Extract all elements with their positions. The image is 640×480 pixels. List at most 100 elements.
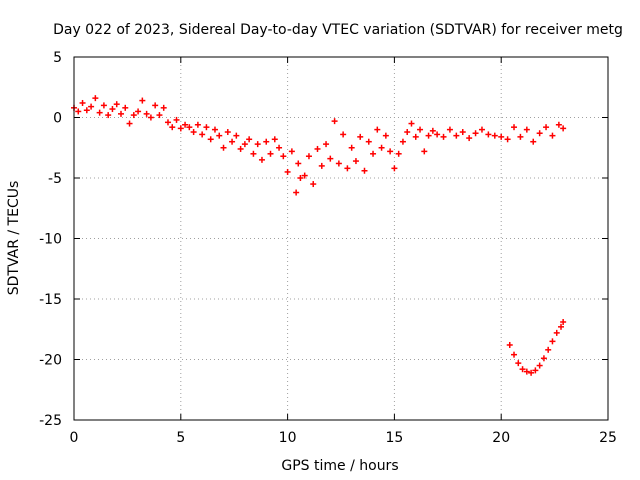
data-point (139, 97, 146, 104)
data-point (79, 99, 86, 106)
data-point (295, 160, 302, 167)
data-point (207, 136, 214, 143)
data-point (113, 101, 120, 108)
data-point (276, 144, 283, 151)
data-point (246, 136, 253, 143)
data-point (523, 368, 530, 375)
data-point (211, 126, 218, 133)
data-point (105, 112, 112, 119)
data-point (528, 369, 535, 376)
data-point (100, 102, 107, 109)
data-point (519, 366, 526, 373)
data-point (75, 108, 82, 115)
data-point (374, 126, 381, 133)
data-points (71, 95, 567, 376)
data-point (143, 110, 150, 117)
data-point (237, 145, 244, 152)
data-point (169, 124, 176, 131)
data-point (271, 136, 278, 143)
data-point (504, 136, 511, 143)
data-point (391, 165, 398, 172)
data-point (327, 155, 334, 162)
data-point (173, 116, 180, 123)
x-axis-label: GPS time / hours (281, 458, 398, 474)
data-point (203, 124, 210, 131)
data-point (459, 129, 466, 136)
data-point (540, 355, 547, 362)
data-point (478, 126, 485, 133)
data-point (549, 338, 556, 345)
data-point (263, 138, 270, 145)
axis-ticks: 0 5 10 15 20 25 5 0 -5 -10 -15 -20 -25 (39, 50, 617, 446)
y-tick-label: 5 (53, 50, 62, 66)
data-point (301, 172, 308, 179)
data-point (164, 119, 171, 126)
data-point (267, 150, 274, 157)
data-point (335, 160, 342, 167)
data-point (536, 362, 543, 369)
data-point (530, 138, 537, 145)
data-point (348, 144, 355, 151)
data-point (241, 141, 248, 148)
data-point (258, 156, 265, 163)
x-tick-label: 15 (385, 430, 403, 446)
y-tick-label: -15 (39, 292, 62, 308)
data-point (293, 189, 300, 196)
data-point (453, 132, 460, 139)
data-point (545, 346, 552, 353)
data-point (536, 130, 543, 137)
data-point (122, 104, 129, 111)
data-point (109, 106, 116, 113)
x-tick-label: 20 (492, 430, 510, 446)
data-point (370, 150, 377, 157)
data-point (310, 181, 317, 188)
data-point (417, 126, 424, 133)
data-point (88, 103, 95, 110)
data-point (156, 112, 163, 119)
x-tick-label: 10 (279, 430, 297, 446)
data-point (186, 124, 193, 131)
data-point (126, 120, 133, 127)
data-point (558, 323, 565, 330)
y-tick-label: -10 (39, 232, 62, 248)
data-point (314, 145, 321, 152)
y-tick-label: -25 (39, 413, 62, 429)
data-point (382, 132, 389, 139)
chart-title: Day 022 of 2023, Sidereal Day-to-day VTE… (53, 22, 623, 38)
data-point (220, 144, 227, 151)
data-point (412, 133, 419, 140)
data-point (135, 108, 142, 115)
y-axis-label: SDTVAR / TECUs (6, 181, 22, 296)
y-tick-label: 0 (53, 111, 62, 127)
data-point (511, 124, 518, 131)
data-point (515, 360, 522, 367)
grid-lines (74, 57, 608, 420)
data-point (224, 129, 231, 136)
x-tick-label: 25 (599, 430, 617, 446)
data-point (357, 133, 364, 140)
data-point (177, 125, 184, 132)
data-point (340, 131, 347, 138)
data-point (199, 131, 206, 138)
data-point (284, 168, 291, 175)
data-point (543, 124, 550, 131)
data-point (194, 121, 201, 128)
data-point (491, 132, 498, 139)
data-point (361, 167, 368, 174)
data-point (466, 135, 473, 142)
y-tick-label: -5 (48, 171, 62, 187)
data-point (421, 148, 428, 155)
data-point (434, 131, 441, 138)
data-point (446, 126, 453, 133)
data-point (365, 138, 372, 145)
data-point (498, 133, 505, 140)
data-point (425, 132, 432, 139)
data-point (152, 102, 159, 109)
data-point (560, 318, 567, 325)
data-point (318, 162, 325, 169)
data-point (92, 95, 99, 102)
data-point (511, 351, 518, 358)
data-point (229, 138, 236, 145)
x-tick-label: 0 (70, 430, 79, 446)
